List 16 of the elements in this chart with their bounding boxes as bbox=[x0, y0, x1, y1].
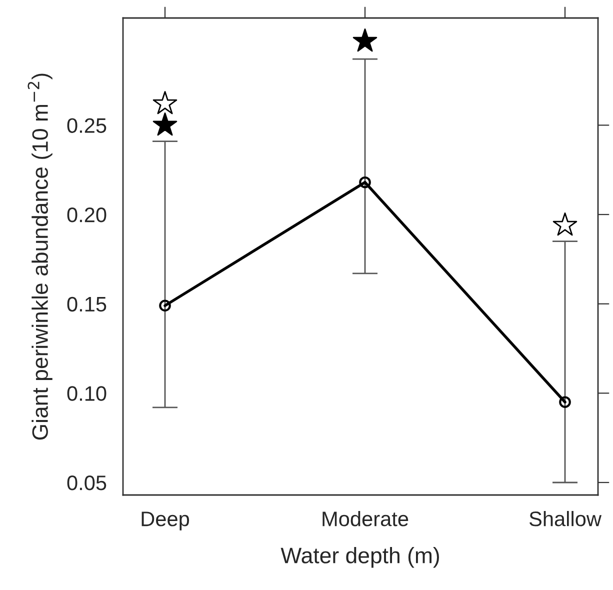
x-axis-title: Water depth (m) bbox=[280, 547, 439, 568]
point bbox=[159, 300, 171, 312]
point bbox=[152, 91, 178, 114]
point bbox=[359, 176, 371, 188]
y-tick-label: 0.25 bbox=[67, 118, 106, 133]
x-tick-label: Deep bbox=[142, 512, 190, 530]
point bbox=[352, 28, 378, 52]
point bbox=[559, 396, 571, 408]
point bbox=[152, 112, 178, 136]
y-tick-label: 0.05 bbox=[67, 475, 106, 490]
y-tick-label: 0.15 bbox=[67, 296, 106, 312]
y-tick-label: 0.20 bbox=[67, 208, 106, 222]
x-tick-label: Moderate bbox=[322, 510, 408, 526]
y-tick-label: 0.10 bbox=[67, 386, 106, 401]
x-tick-label: Shallow bbox=[529, 510, 602, 526]
y-axis-title: Giant periwinkle abundance (10 m$^{−2}$) bbox=[28, 74, 52, 440]
